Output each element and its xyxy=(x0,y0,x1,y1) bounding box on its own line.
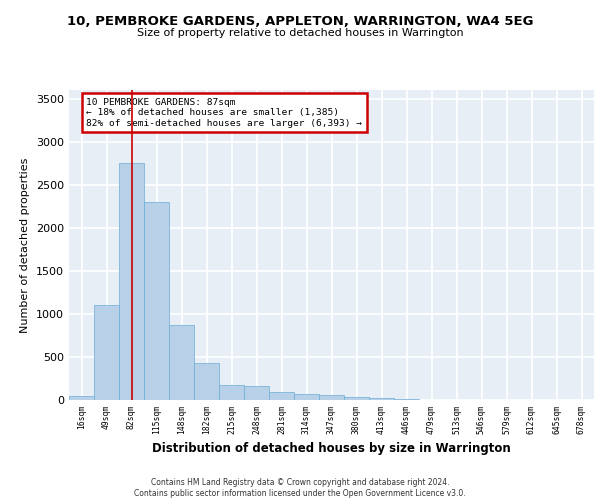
Text: Size of property relative to detached houses in Warrington: Size of property relative to detached ho… xyxy=(137,28,463,38)
Bar xyxy=(144,202,169,400)
Bar xyxy=(319,396,344,400)
Text: Contains HM Land Registry data © Crown copyright and database right 2024.
Contai: Contains HM Land Registry data © Crown c… xyxy=(134,478,466,498)
Bar xyxy=(69,396,94,400)
X-axis label: Distribution of detached houses by size in Warrington: Distribution of detached houses by size … xyxy=(152,442,511,456)
Bar xyxy=(244,386,269,400)
Bar xyxy=(344,398,369,400)
Bar xyxy=(169,324,194,400)
Bar xyxy=(369,398,394,400)
Bar xyxy=(219,386,244,400)
Bar xyxy=(194,363,219,400)
Y-axis label: Number of detached properties: Number of detached properties xyxy=(20,158,31,332)
Bar xyxy=(119,163,144,400)
Bar xyxy=(394,399,419,400)
Bar xyxy=(294,394,319,400)
Bar xyxy=(269,392,294,400)
Text: 10 PEMBROKE GARDENS: 87sqm
← 18% of detached houses are smaller (1,385)
82% of s: 10 PEMBROKE GARDENS: 87sqm ← 18% of deta… xyxy=(86,98,362,128)
Bar xyxy=(94,306,119,400)
Text: 10, PEMBROKE GARDENS, APPLETON, WARRINGTON, WA4 5EG: 10, PEMBROKE GARDENS, APPLETON, WARRINGT… xyxy=(67,15,533,28)
